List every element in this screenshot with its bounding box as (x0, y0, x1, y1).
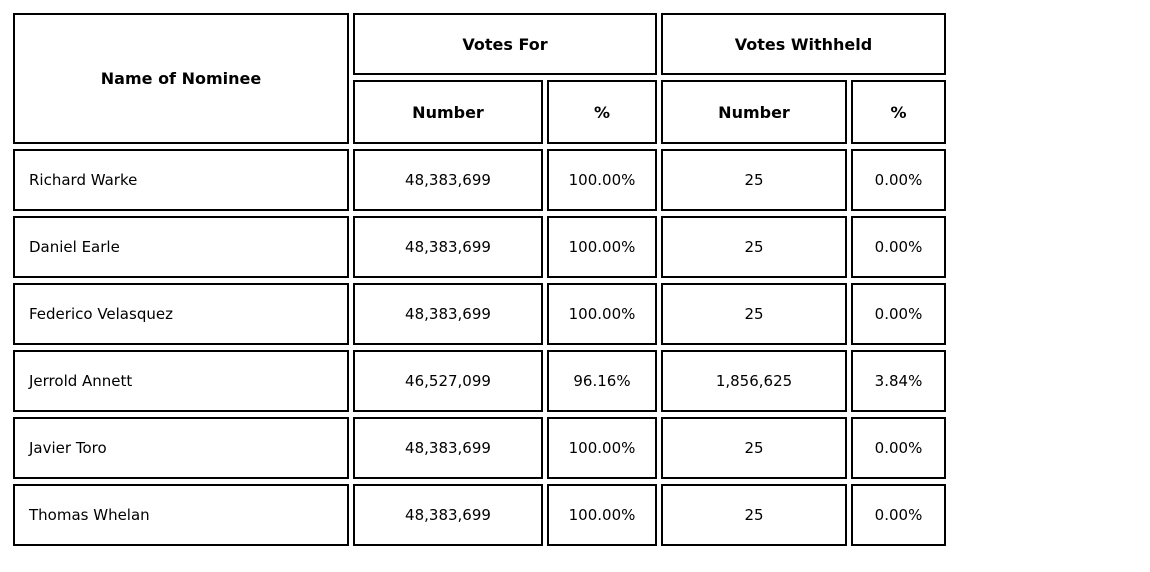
column-header-name-of-nominee: Name of Nominee (13, 13, 349, 144)
nominee-name: Jerrold Annett (13, 350, 349, 412)
votes-withheld-number: 1,856,625 (661, 350, 847, 412)
votes-for-percent: 100.00% (547, 484, 657, 546)
votes-for-number: 48,383,699 (353, 283, 543, 345)
nominee-name: Federico Velasquez (13, 283, 349, 345)
votes-for-number: 48,383,699 (353, 216, 543, 278)
vote-results-page: Name of Nominee Votes For Votes Withheld… (9, 8, 950, 551)
votes-for-number: 46,527,099 (353, 350, 543, 412)
table-row-jerrold-annett: Jerrold Annett 46,527,099 96.16% 1,856,6… (13, 350, 946, 412)
column-header-votes-withheld: Votes Withheld (661, 13, 946, 75)
votes-withheld-number: 25 (661, 149, 847, 211)
column-header-votes-for: Votes For (353, 13, 657, 75)
votes-for-number: 48,383,699 (353, 417, 543, 479)
table-row-javier-toro: Javier Toro 48,383,699 100.00% 25 0.00% (13, 417, 946, 479)
votes-for-number: 48,383,699 (353, 484, 543, 546)
votes-withheld-percent: 0.00% (851, 417, 946, 479)
votes-withheld-percent: 0.00% (851, 484, 946, 546)
votes-withheld-number: 25 (661, 484, 847, 546)
column-header-votes-withheld-percent: % (851, 80, 946, 144)
nominee-name: Javier Toro (13, 417, 349, 479)
votes-withheld-percent: 0.00% (851, 283, 946, 345)
table-row-richard-warke: Richard Warke 48,383,699 100.00% 25 0.00… (13, 149, 946, 211)
table-row-federico-velasquez: Federico Velasquez 48,383,699 100.00% 25… (13, 283, 946, 345)
votes-withheld-number: 25 (661, 417, 847, 479)
votes-withheld-percent: 0.00% (851, 149, 946, 211)
column-header-votes-for-percent: % (547, 80, 657, 144)
nominee-name: Thomas Whelan (13, 484, 349, 546)
votes-for-percent: 100.00% (547, 216, 657, 278)
nominee-name: Richard Warke (13, 149, 349, 211)
votes-for-percent: 96.16% (547, 350, 657, 412)
votes-for-percent: 100.00% (547, 417, 657, 479)
votes-for-number: 48,383,699 (353, 149, 543, 211)
votes-withheld-percent: 3.84% (851, 350, 946, 412)
nominee-name: Daniel Earle (13, 216, 349, 278)
table-row-thomas-whelan: Thomas Whelan 48,383,699 100.00% 25 0.00… (13, 484, 946, 546)
table-row-daniel-earle: Daniel Earle 48,383,699 100.00% 25 0.00% (13, 216, 946, 278)
header-row-groups: Name of Nominee Votes For Votes Withheld (13, 13, 946, 144)
vote-results-table: Name of Nominee Votes For Votes Withheld… (9, 8, 950, 551)
header-row-sub: Number % Number % (13, 80, 946, 144)
votes-withheld-number: 25 (661, 216, 847, 278)
votes-withheld-number: 25 (661, 283, 847, 345)
votes-for-percent: 100.00% (547, 283, 657, 345)
votes-for-percent: 100.00% (547, 149, 657, 211)
column-header-votes-withheld-number: Number (661, 80, 847, 144)
votes-withheld-percent: 0.00% (851, 216, 946, 278)
column-header-votes-for-number: Number (353, 80, 543, 144)
